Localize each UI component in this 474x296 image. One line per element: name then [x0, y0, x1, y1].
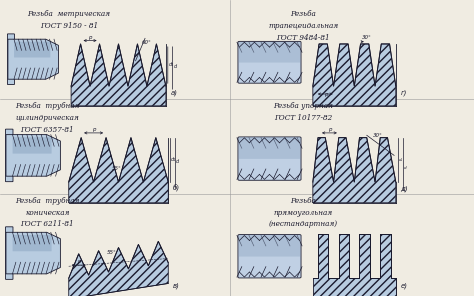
Text: ГОСТ 9150 - 81: ГОСТ 9150 - 81: [40, 22, 98, 30]
Polygon shape: [313, 44, 396, 106]
Text: Резьба: Резьба: [291, 10, 316, 18]
FancyBboxPatch shape: [238, 41, 301, 83]
FancyBboxPatch shape: [238, 235, 301, 278]
Text: d₁: d₁: [399, 158, 403, 162]
Text: ГОСТ 10177-82: ГОСТ 10177-82: [274, 114, 332, 122]
Text: Резьба  метрическая: Резьба метрическая: [27, 10, 110, 18]
FancyBboxPatch shape: [6, 227, 13, 279]
Text: ГОСТ 9484-81: ГОСТ 9484-81: [276, 34, 330, 42]
Text: d: d: [404, 166, 407, 170]
Polygon shape: [6, 135, 60, 176]
Text: Резьба  трубная: Резьба трубная: [15, 197, 80, 205]
Polygon shape: [71, 44, 166, 106]
Text: коническая: коническая: [25, 209, 70, 217]
Text: е): е): [401, 282, 408, 289]
Text: 55°: 55°: [112, 165, 121, 170]
Text: а): а): [171, 90, 178, 96]
FancyBboxPatch shape: [239, 138, 300, 159]
Text: p: p: [92, 127, 95, 132]
Text: 55°: 55°: [107, 250, 116, 255]
Text: ГОСТ 6357-81: ГОСТ 6357-81: [20, 126, 74, 134]
Text: Резьба  трубная: Резьба трубная: [15, 102, 80, 110]
Text: б): б): [173, 185, 180, 192]
FancyBboxPatch shape: [13, 137, 52, 154]
Text: 30°: 30°: [362, 36, 371, 41]
FancyBboxPatch shape: [14, 42, 50, 57]
Text: трапецеидальная: трапецеидальная: [268, 22, 338, 30]
Text: p: p: [328, 127, 331, 132]
Text: p: p: [77, 259, 80, 264]
Text: ГОСТ 6211-81: ГОСТ 6211-81: [20, 221, 74, 229]
Text: г): г): [401, 90, 407, 96]
FancyBboxPatch shape: [6, 129, 13, 182]
Polygon shape: [313, 138, 396, 203]
Polygon shape: [69, 138, 168, 203]
Text: d: d: [176, 159, 179, 164]
Text: д): д): [401, 186, 408, 192]
Text: в): в): [173, 282, 180, 289]
Text: Резьба упорная: Резьба упорная: [273, 102, 333, 110]
Text: прямоугольная: прямоугольная: [274, 209, 333, 217]
Text: d₁: d₁: [171, 157, 176, 162]
Polygon shape: [313, 234, 396, 296]
Text: (нестандартная): (нестандартная): [269, 221, 338, 229]
Text: 60°: 60°: [141, 40, 151, 45]
Text: p: p: [324, 92, 327, 97]
Text: цилиндрическая: цилиндрическая: [16, 114, 79, 122]
Text: d₁: d₁: [169, 62, 174, 67]
Text: Резьба: Резьба: [291, 197, 316, 205]
Polygon shape: [8, 39, 58, 79]
FancyBboxPatch shape: [8, 34, 14, 84]
Polygon shape: [6, 232, 60, 274]
FancyBboxPatch shape: [13, 235, 52, 251]
Text: d: d: [173, 64, 177, 69]
Polygon shape: [69, 241, 168, 296]
Text: p: p: [88, 35, 92, 40]
Text: 30°: 30°: [373, 133, 383, 138]
FancyBboxPatch shape: [239, 42, 300, 62]
FancyBboxPatch shape: [239, 235, 300, 257]
FancyBboxPatch shape: [238, 137, 301, 180]
